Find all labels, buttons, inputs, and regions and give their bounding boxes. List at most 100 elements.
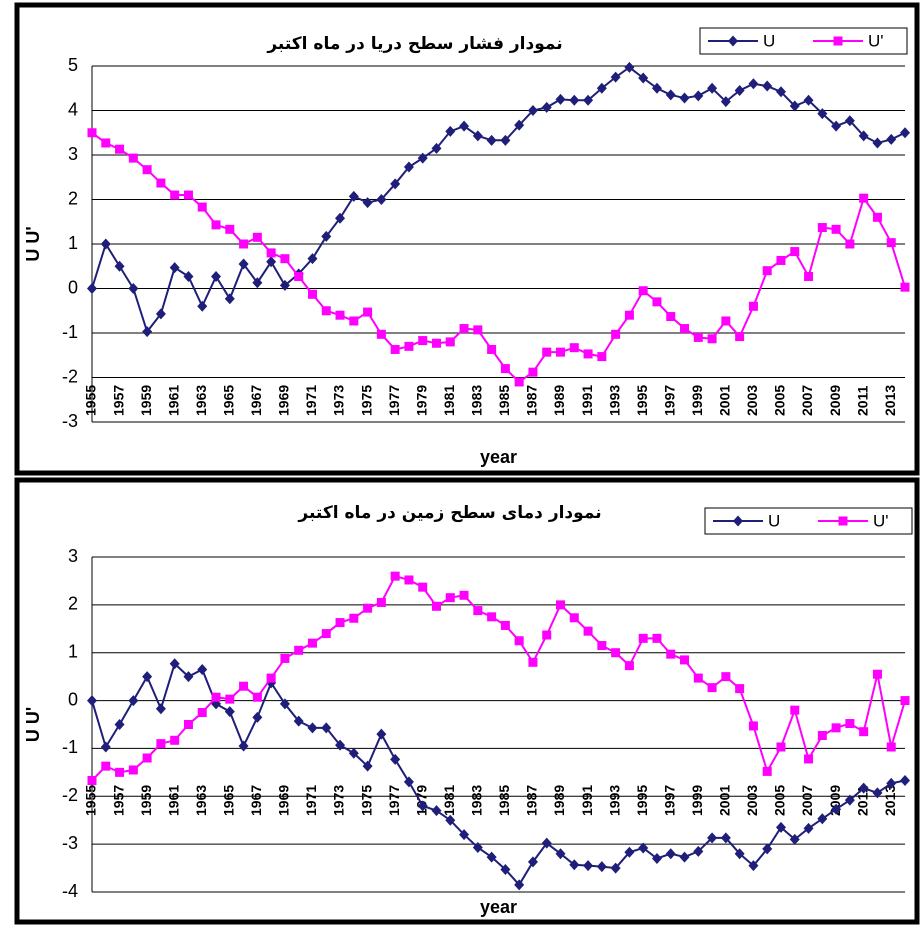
- marker: [748, 301, 758, 311]
- marker: [128, 695, 139, 707]
- x-tick-label: 1993: [606, 385, 622, 416]
- marker: [335, 739, 346, 751]
- marker: [266, 248, 276, 258]
- marker: [804, 271, 814, 281]
- marker: [569, 94, 580, 106]
- marker: [100, 741, 111, 753]
- x-tick-label: 2003: [744, 385, 760, 416]
- marker: [693, 673, 703, 683]
- marker: [128, 283, 139, 294]
- x-tick-label: 1997: [661, 385, 677, 416]
- y-tick-label: 0: [68, 277, 78, 297]
- y-tick-label: 5: [68, 55, 78, 75]
- marker: [252, 232, 262, 242]
- marker: [817, 813, 828, 825]
- y-tick-label: -3: [62, 833, 78, 853]
- marker: [376, 728, 387, 740]
- marker: [804, 754, 814, 764]
- y-tick-label: 3: [68, 546, 78, 566]
- legend-label: U: [768, 511, 780, 530]
- marker: [183, 270, 194, 282]
- marker: [845, 239, 855, 249]
- x-tick-label: 2009: [827, 385, 843, 416]
- marker: [734, 848, 745, 860]
- y-tick-label: 3: [68, 144, 78, 164]
- x-tick-label: 2005: [772, 385, 788, 416]
- marker: [514, 636, 524, 646]
- x-tick-label: 1977: [386, 785, 402, 816]
- marker: [803, 94, 814, 106]
- y-tick-label: -2: [62, 785, 78, 805]
- x-tick-label: 2007: [799, 385, 815, 416]
- marker: [252, 692, 262, 702]
- x-tick-label: 1981: [441, 785, 457, 816]
- marker: [610, 71, 621, 83]
- marker: [803, 822, 814, 834]
- marker: [321, 722, 332, 734]
- marker: [900, 282, 910, 292]
- x-tick-label: 1993: [606, 785, 622, 816]
- x-tick-label: 2001: [717, 385, 733, 416]
- marker: [224, 293, 235, 305]
- legend-marker: [733, 515, 743, 527]
- x-tick-label: 1955: [83, 385, 99, 416]
- marker: [294, 271, 304, 281]
- x-tick-label: 1987: [524, 785, 540, 816]
- marker: [734, 84, 745, 96]
- marker: [666, 312, 676, 322]
- marker: [900, 774, 910, 786]
- x-tick-label: 1991: [579, 785, 595, 816]
- x-tick-label: 1991: [579, 385, 595, 416]
- legend-label: U: [763, 31, 775, 50]
- marker: [611, 329, 621, 339]
- marker: [735, 684, 745, 694]
- marker: [707, 82, 718, 94]
- x-tick-label: 1999: [689, 385, 705, 416]
- marker: [183, 671, 194, 683]
- marker: [666, 649, 676, 659]
- marker: [858, 782, 869, 794]
- marker: [390, 344, 400, 354]
- x-axis-label: year: [480, 447, 517, 467]
- y-tick-label: 0: [68, 689, 78, 709]
- marker: [349, 613, 359, 623]
- x-tick-label: 1973: [331, 785, 347, 816]
- marker: [348, 747, 359, 759]
- marker: [886, 742, 896, 752]
- x-tick-label: 1955: [83, 785, 99, 816]
- marker: [886, 777, 897, 789]
- marker: [390, 178, 401, 190]
- marker: [197, 202, 207, 212]
- marker: [776, 255, 786, 265]
- marker: [541, 837, 552, 849]
- marker: [390, 571, 400, 581]
- x-tick-label: 1957: [110, 785, 126, 816]
- marker: [155, 703, 166, 715]
- marker: [569, 859, 580, 871]
- x-tick-label: 2013: [882, 385, 898, 416]
- marker: [651, 82, 662, 94]
- marker: [417, 152, 428, 164]
- marker: [197, 663, 208, 675]
- marker: [583, 349, 593, 359]
- marker: [596, 861, 607, 873]
- marker: [583, 860, 594, 872]
- marker: [473, 606, 483, 616]
- marker: [652, 297, 662, 307]
- marker: [762, 766, 772, 776]
- legend-marker: [728, 35, 738, 47]
- marker: [293, 715, 304, 727]
- marker: [900, 696, 910, 706]
- marker: [638, 633, 648, 643]
- marker: [528, 367, 538, 377]
- marker: [114, 719, 125, 730]
- marker: [280, 254, 290, 264]
- x-tick-label: 1957: [110, 385, 126, 416]
- marker: [514, 119, 525, 131]
- marker: [707, 334, 717, 344]
- marker: [404, 341, 414, 351]
- marker: [886, 133, 897, 145]
- marker: [500, 364, 510, 374]
- marker: [390, 753, 401, 765]
- marker: [445, 337, 455, 347]
